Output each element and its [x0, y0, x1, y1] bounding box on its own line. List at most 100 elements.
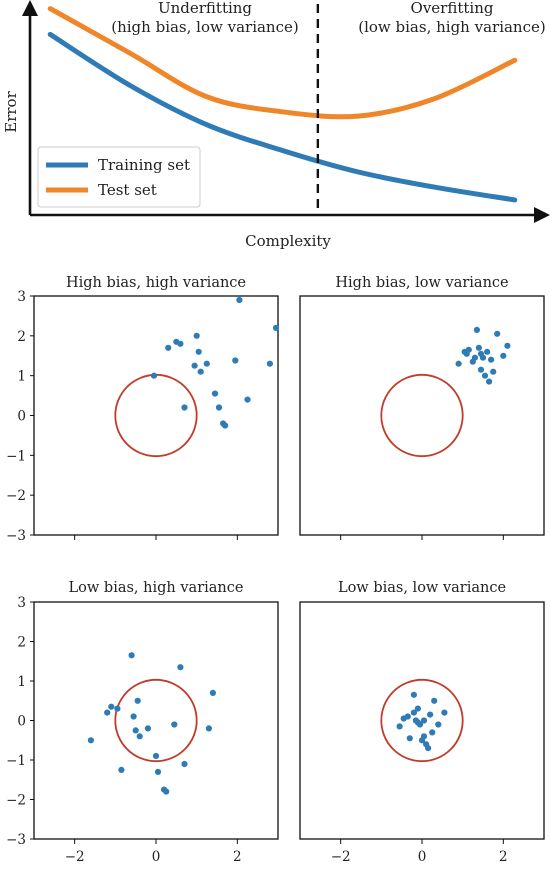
- y-tick-label: 1: [17, 674, 26, 690]
- scatter-point: [469, 358, 476, 365]
- scatter-point: [191, 362, 198, 369]
- scatter-point: [154, 768, 162, 776]
- target-circle: [380, 678, 464, 763]
- panel-title: High bias, low variance: [335, 275, 508, 291]
- scatter-point: [87, 737, 94, 744]
- scatter-point: [475, 344, 482, 351]
- y-tick-label: 1: [17, 369, 26, 385]
- scatter-point: [404, 713, 411, 720]
- scatter-point: [490, 368, 497, 375]
- bias-variance-tradeoff-chart: Underfitting (high bias, low variance) O…: [2, 0, 550, 250]
- scatter-point: [236, 296, 243, 304]
- y-tick-label: 0: [17, 714, 26, 730]
- training-set-curve: [47, 31, 518, 203]
- x-tick-label: 0: [152, 849, 161, 865]
- scatter-point: [118, 766, 125, 774]
- tick-labels: −2 0 2: [331, 839, 508, 865]
- target-circle: [114, 678, 198, 763]
- y-tick-label: −1: [6, 448, 26, 464]
- panel-low-bias-low-variance: Low bias, low variance −2 0 2: [299, 580, 545, 865]
- test-set-curve: [47, 6, 518, 120]
- scatter-point: [406, 735, 413, 742]
- y-tick-label: 2: [17, 329, 26, 345]
- scatter-point: [244, 396, 251, 403]
- scatter-point: [465, 346, 472, 353]
- scatter-point: [152, 752, 160, 760]
- scatter-point: [396, 723, 403, 730]
- panel-title: Low bias, low variance: [338, 580, 506, 596]
- scatter-point: [177, 340, 184, 347]
- scatter-point: [222, 422, 229, 429]
- y-tick-label: −3: [6, 832, 26, 848]
- scatter-point: [193, 332, 200, 339]
- scatter-point: [429, 729, 436, 736]
- scatter-points: [455, 326, 511, 385]
- scatter-point: [232, 357, 239, 364]
- x-tick-label: 2: [233, 849, 242, 865]
- scatter-point: [203, 360, 210, 367]
- scatter-point: [136, 733, 143, 740]
- scatter-point: [108, 703, 115, 710]
- scatter-points: [150, 296, 280, 429]
- scatter-point: [427, 711, 434, 718]
- scatter-point: [504, 342, 511, 349]
- y-tick-label: −3: [6, 528, 26, 544]
- scatter-point: [181, 404, 188, 411]
- scatter-point: [215, 404, 223, 411]
- panel-frame: [33, 295, 279, 536]
- y-tick-label: 3: [17, 289, 26, 305]
- scatter-point: [420, 717, 428, 724]
- panel-frame: [33, 601, 279, 840]
- underfitting-subtitle: (high bias, low variance): [111, 18, 298, 36]
- y-tick-label: 0: [17, 409, 26, 425]
- tick-labels: −2 0 2 3 2 1 0 −1 −2 −3: [6, 595, 242, 865]
- panel-frame: [299, 295, 545, 536]
- scatter-point: [431, 697, 438, 704]
- target-circle: [380, 373, 464, 458]
- scatter-point: [171, 721, 178, 728]
- scatter-point: [177, 664, 184, 671]
- scatter-point: [209, 689, 216, 697]
- scatter-point: [128, 652, 135, 659]
- scatter-point: [205, 725, 212, 732]
- scatter-point: [425, 745, 432, 752]
- x-tick-label: 2: [499, 849, 508, 865]
- x-tick-label: 0: [418, 849, 427, 865]
- scatter-point: [410, 691, 417, 698]
- scatter-point: [163, 788, 170, 795]
- y-tick-label: 2: [17, 635, 26, 651]
- scatter-point: [181, 760, 188, 768]
- scatter-point: [481, 372, 489, 379]
- overfitting-title: Overfitting: [411, 0, 494, 17]
- overfitting-subtitle: (low bias, high variance): [358, 18, 545, 36]
- scatter-point: [494, 330, 501, 337]
- scatter-point: [414, 705, 421, 712]
- target-circle: [114, 373, 198, 458]
- scatter-point: [484, 348, 491, 355]
- legend-test-label: Test set: [98, 181, 157, 199]
- scatter-point: [435, 721, 442, 728]
- scatter-point: [165, 344, 172, 351]
- scatter-point: [104, 709, 111, 716]
- scatter-point: [272, 324, 280, 331]
- scatter-point: [195, 348, 202, 355]
- scatter-point: [486, 378, 493, 385]
- scatter-point: [266, 360, 273, 367]
- x-axis-arrow: [534, 207, 550, 223]
- scatter-point: [150, 372, 158, 379]
- tick-labels: [340, 535, 504, 540]
- scatter-point: [410, 709, 417, 716]
- x-tick-label: −2: [65, 849, 85, 865]
- scatter-point: [132, 727, 139, 734]
- scatter-point: [144, 725, 151, 732]
- scatter-point: [500, 352, 507, 359]
- panel-high-bias-high-variance: High bias, high variance 3 2 1 0 −1 −2 −3: [6, 275, 280, 544]
- x-tick-label: −2: [331, 849, 351, 865]
- scatter-point: [134, 697, 141, 704]
- scatter-point: [477, 366, 485, 373]
- x-axis-label: Complexity: [245, 232, 331, 250]
- legend-training-label: Training set: [98, 156, 190, 174]
- scatter-point: [211, 390, 219, 397]
- y-tick-label: −2: [6, 488, 26, 504]
